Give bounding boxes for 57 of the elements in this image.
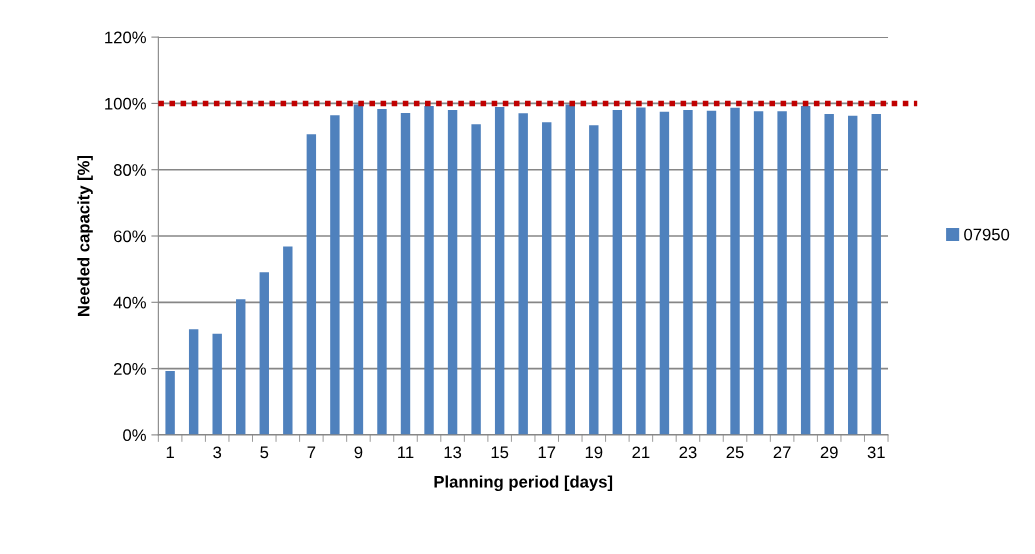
y-tick-label: 20%: [114, 363, 146, 375]
x-tick-label: 17: [538, 446, 556, 459]
x-tick-label: 27: [773, 446, 791, 459]
x-tick-label: 15: [491, 446, 509, 459]
y-tick-label: 60%: [114, 230, 146, 243]
bar: [683, 110, 693, 435]
y-tick-label: 80%: [113, 164, 146, 176]
x-tick-label: 13: [444, 446, 462, 459]
bar: [800, 106, 811, 435]
x-tick-label: 1: [166, 446, 174, 459]
x-tick-label: 11: [398, 446, 414, 459]
x-tick-label: 29: [820, 446, 838, 459]
bar: [659, 111, 670, 435]
bar: [777, 111, 787, 435]
bar: [283, 246, 293, 435]
bar: [377, 109, 387, 435]
x-tick-label: 19: [585, 446, 603, 459]
bar: [730, 107, 740, 435]
bar: [565, 104, 575, 435]
bar: [306, 134, 317, 435]
bar: [494, 107, 505, 435]
bar: [848, 115, 858, 435]
x-tick-label: 3: [213, 446, 222, 459]
bar: [212, 333, 222, 435]
bar: [636, 107, 646, 435]
bar: [353, 104, 364, 435]
bar: [236, 299, 246, 435]
x-tick-label: 7: [307, 446, 316, 459]
bar: [753, 111, 764, 435]
bar: [165, 370, 175, 435]
x-tick-label: 25: [726, 446, 744, 459]
bar: [188, 329, 199, 435]
y-axis-title: Needed capacity [%]: [77, 155, 93, 316]
x-tick-label: 5: [260, 446, 269, 459]
bar: [871, 114, 881, 435]
bar: [824, 114, 834, 435]
x-tick-label: 23: [679, 446, 697, 459]
y-tick-label: 120%: [105, 31, 146, 44]
bar: [589, 125, 599, 435]
x-axis-title: Planning period [days]: [434, 475, 613, 492]
bar: [471, 124, 481, 435]
bar: [259, 272, 269, 435]
bar: [447, 110, 458, 435]
bar: [706, 110, 717, 435]
bar: [518, 113, 528, 435]
x-tick-label: 9: [354, 446, 363, 459]
legend-label: 07950: [964, 228, 1010, 241]
y-tick-label: 100%: [105, 97, 146, 110]
bar: [424, 106, 434, 435]
bar: [400, 113, 411, 435]
bar: [542, 122, 552, 435]
y-tick-label: 40%: [113, 296, 146, 309]
bar: [612, 110, 623, 435]
x-tick-label: 21: [632, 446, 650, 459]
bar: [330, 115, 340, 435]
x-tick-label: 31: [867, 446, 885, 459]
y-tick-label: 0%: [123, 429, 146, 442]
